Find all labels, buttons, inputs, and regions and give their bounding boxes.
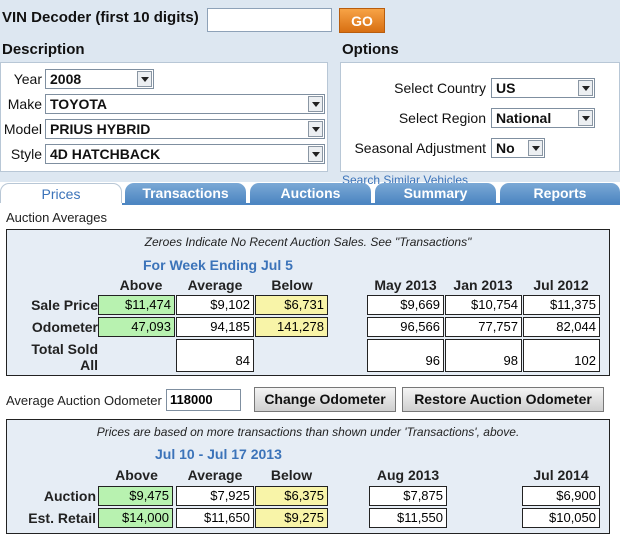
style-label: Style [10,146,42,162]
col-header-future: Aug 2013 [376,467,440,483]
auction-averages-label: Auction Averages [6,210,107,225]
auction-future: $6,900 [522,486,600,506]
row-label-sale-price: Sale Price [31,297,98,313]
go-button[interactable]: GO [339,8,385,33]
col-header-average: Average [187,467,243,483]
region-label: Select Region [398,110,486,126]
model-select[interactable]: PRIUS HYBRID [45,119,325,139]
odometer-below: 141,278 [255,317,328,337]
col-header-month: Jan 2013 [453,277,513,293]
tab-transactions[interactable]: Transactions [125,183,246,203]
sale-price-month: $11,375 [523,295,600,315]
year-value: 2008 [50,71,82,87]
auction-future: $7,875 [369,486,447,506]
country-select[interactable]: US [491,78,595,98]
est-retail-future: $11,550 [369,508,447,528]
avg-odometer-label: Average Auction Odometer [6,393,162,408]
row-label-est-retail: Est. Retail [28,510,96,526]
country-value: US [496,80,516,96]
description-title: Description [2,41,85,58]
odometer-month: 77,757 [445,317,522,337]
year-label: Year [13,71,42,87]
auction-average: $7,925 [176,486,254,506]
auction-below: $6,375 [255,486,328,506]
odometer-input[interactable]: 118000 [166,389,241,411]
total-sold-average: 84 [176,339,254,372]
est-retail-above: $14,000 [98,508,173,528]
chevron-down-icon [308,121,323,137]
total-sold-month: 98 [445,339,522,372]
est-retail-future: $10,050 [522,508,600,528]
col-header-month: Jul 2012 [533,277,589,293]
seasonal-label: Seasonal Adjustment [354,140,486,156]
est-retail-average: $11,650 [176,508,254,528]
make-value: TOYOTA [50,96,108,112]
odometer-average: 94,185 [176,317,254,337]
row-label-odometer: Odometer [31,319,98,335]
col-header-month: May 2013 [374,277,437,293]
change-odometer-button[interactable]: Change Odometer [254,387,396,412]
model-label: Model [3,121,42,137]
total-sold-month: 96 [367,339,444,372]
chevron-down-icon [137,71,152,87]
region-value: National [496,110,552,126]
col-header-above: Above [115,467,158,483]
chevron-down-icon [528,140,543,156]
chevron-down-icon [578,80,593,96]
tab-auctions[interactable]: Auctions [250,183,371,203]
style-select[interactable]: 4D HATCHBACK [45,144,325,164]
year-select[interactable]: 2008 [45,69,154,89]
model-value: PRIUS HYBRID [50,121,151,137]
col-header-average: Average [187,277,243,293]
sale-price-average: $9,102 [176,295,254,315]
prices-note: Prices are based on more transactions th… [96,425,520,439]
col-header-above: Above [119,277,163,293]
row-label-total-sold-all: All [80,357,98,373]
active-tab-gap [0,203,122,205]
seasonal-select[interactable]: No [491,138,545,158]
chevron-down-icon [308,146,323,162]
total-sold-month: 102 [523,339,600,372]
col-header-future: Jul 2014 [533,467,589,483]
col-header-below: Below [271,277,313,293]
tab-prices[interactable]: Prices [0,183,122,203]
seasonal-value: No [496,140,515,156]
restore-odometer-button[interactable]: Restore Auction Odometer [402,387,604,412]
sale-price-below: $6,731 [255,295,328,315]
sale-price-month: $9,669 [367,295,444,315]
auction-above: $9,475 [98,486,173,506]
odometer-above: 47,093 [98,317,175,337]
options-title: Options [342,41,399,58]
style-value: 4D HATCHBACK [50,146,161,162]
auction-note: Zeroes Indicate No Recent Auction Sales.… [144,235,472,249]
week-label: For Week Ending Jul 5 [143,257,293,273]
chevron-down-icon [308,96,323,112]
make-label: Make [7,96,42,112]
period-label: Jul 10 - Jul 17 2013 [155,446,282,462]
odometer-month: 96,566 [367,317,444,337]
tab-summary[interactable]: Summary [375,183,496,203]
region-select[interactable]: National [491,108,595,128]
row-label-total-sold: Total Sold [31,341,98,357]
est-retail-below: $9,275 [255,508,328,528]
sale-price-month: $10,754 [445,295,522,315]
vin-decoder-label: VIN Decoder (first 10 digits) [2,9,199,26]
vin-input[interactable] [207,8,332,32]
col-header-below: Below [270,467,313,483]
odometer-month: 82,044 [523,317,600,337]
tab-underline [0,203,620,205]
country-label: Select Country [394,80,486,96]
chevron-down-icon [578,110,593,126]
tab-reports[interactable]: Reports [500,183,620,203]
make-select[interactable]: TOYOTA [45,94,325,114]
sale-price-above: $11,474 [98,295,175,315]
row-label-auction: Auction [43,488,96,504]
